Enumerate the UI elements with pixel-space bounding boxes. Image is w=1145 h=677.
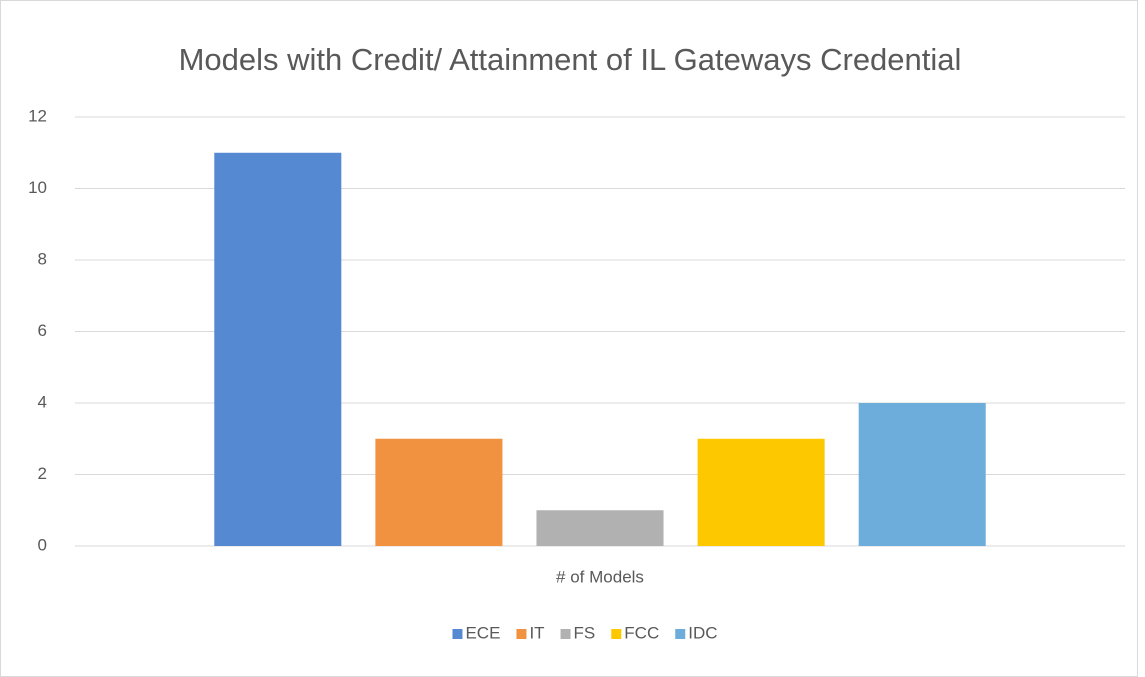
y-tick-label: 8 [38,249,47,268]
legend-swatch [675,629,686,639]
legend-swatch [560,629,571,639]
x-tick-label: # of Models [556,567,644,586]
y-tick-label: 10 [28,178,47,197]
legend-swatch [611,629,622,639]
bar [697,438,825,546]
y-tick-label: 2 [38,464,47,483]
y-tick-label: 6 [38,321,47,340]
chart-title: Models with Credit/ Attainment of IL Gat… [179,42,962,77]
y-tick-label: 12 [28,106,47,125]
y-tick-label: 4 [38,392,47,411]
legend-swatch [452,629,463,639]
legend-swatch [516,629,527,639]
legend-label: IT [529,623,544,642]
legend-label: IDC [688,623,717,642]
y-tick-label: 0 [38,535,47,554]
legend-label: FCC [624,623,659,642]
bar [375,438,503,546]
legend-label: ECE [465,623,500,642]
bar [536,510,664,546]
legend-label: FS [574,623,596,642]
bar [858,403,986,546]
bar [214,152,342,546]
